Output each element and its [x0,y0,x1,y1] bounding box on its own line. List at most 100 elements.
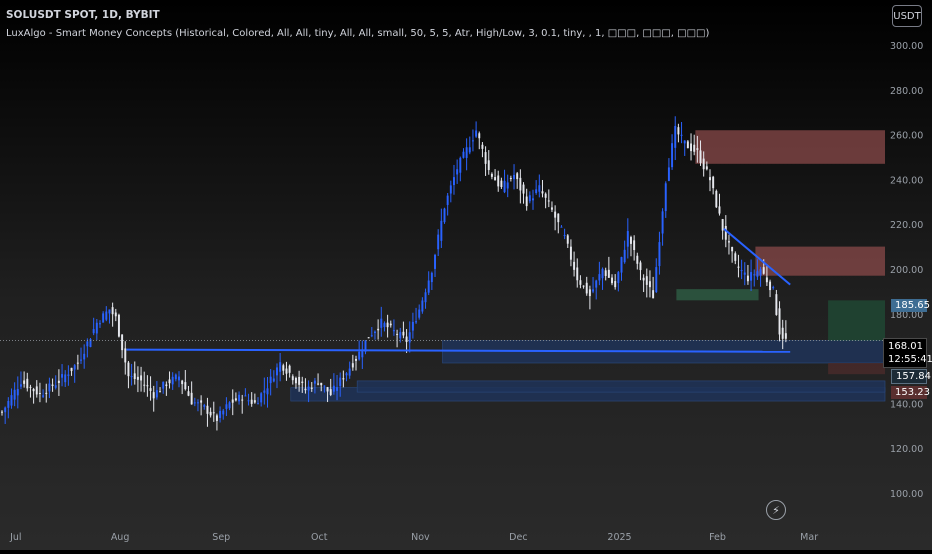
candle-body [636,255,639,264]
y-tick-label: 300.00 [890,41,923,52]
candle-body [690,143,693,152]
candle-body [696,148,699,150]
candle-body [54,385,57,388]
candle-body [424,292,427,303]
candle-body [140,375,143,381]
candle-body [121,334,124,351]
candle-body [1,411,3,413]
candle-body [86,341,89,347]
candle-body [215,415,218,421]
candle-body [4,407,7,413]
candle-body [203,405,206,407]
candle-body [124,348,127,363]
candle-body [206,405,209,414]
x-tick-label: Nov [411,532,430,543]
candle-body [29,386,32,388]
candle-body [99,323,101,325]
candle-body [573,261,576,270]
lightning-icon[interactable]: ⚡ [766,500,786,520]
candle-body [418,309,421,318]
candle-body [456,169,459,175]
candle-body [453,177,455,186]
candle-body [506,182,509,189]
candle-body [576,267,579,281]
candle-body [187,391,190,396]
candle-body [108,309,111,314]
candle-body [471,140,474,142]
symbol-title: SOLUSDT SPOT, 1D, BYBIT [6,9,160,21]
candle-body [32,388,35,392]
candle-body [443,208,446,223]
candle-body [592,289,595,292]
candle-body [61,374,64,378]
price-tag-target: 185.65 [891,299,930,312]
candle-body [266,388,269,395]
candle-body [661,211,664,234]
candle-body [348,368,351,376]
y-tick-label: 200.00 [890,265,923,276]
candle-body [465,147,468,158]
candle-body [705,166,708,170]
candle-body [655,267,658,293]
candle-body [383,323,386,328]
candle-body [23,380,26,384]
candle-body [415,321,418,323]
currency-button[interactable]: USDT [892,5,922,27]
candle-body [434,254,436,269]
candle-body [228,402,231,409]
zone-supply-1 [755,246,885,276]
candle-body [595,280,598,288]
candle-body [48,383,51,392]
candle-body [339,377,342,387]
candle-body [614,281,617,288]
candle-body [411,321,414,331]
candle-body [566,235,569,244]
candle-body [162,381,165,389]
price-tag-entry: 157.84 [891,369,931,384]
candle-body [459,157,462,173]
candle-body [152,392,155,399]
candle-body [611,277,613,284]
candle-body [332,385,335,392]
price-tag-stop: 153.23 [891,386,930,399]
candle-body [92,329,95,334]
candle-body [535,189,538,194]
candle-body [478,133,481,139]
indicator-label[interactable]: LuxAlgo - Smart Money Concepts (Historic… [6,28,710,39]
candle-body [522,184,525,194]
candle-body [114,312,117,317]
candle-body [244,395,247,397]
candle-body [538,185,541,192]
candle-body [718,206,721,214]
candle-body [165,384,168,386]
candle-body [326,387,329,392]
candle-body [468,147,471,153]
candle-body [715,190,718,208]
candle-body [784,333,787,339]
candle-body [361,350,364,358]
candle-body [702,158,705,170]
candle-body [421,300,424,312]
candle-body [462,151,465,158]
candle-body [550,207,553,210]
candle-body [288,365,291,373]
candle-body [80,359,82,361]
candle-body [117,314,120,337]
candle-body [475,130,478,137]
candle-body [130,376,133,378]
candle-body [731,246,734,252]
candle-body [386,322,389,328]
y-tick-label: 220.00 [890,220,923,231]
candle-body [13,389,16,400]
candle-body [35,386,38,395]
candle-body [557,213,560,223]
candle-body [272,378,275,382]
zone-demand-5 [356,380,886,393]
candle-body [351,363,354,368]
candle-body [778,308,781,335]
candle-body [712,176,715,189]
candle-body [399,332,402,339]
candle-body [645,276,648,285]
